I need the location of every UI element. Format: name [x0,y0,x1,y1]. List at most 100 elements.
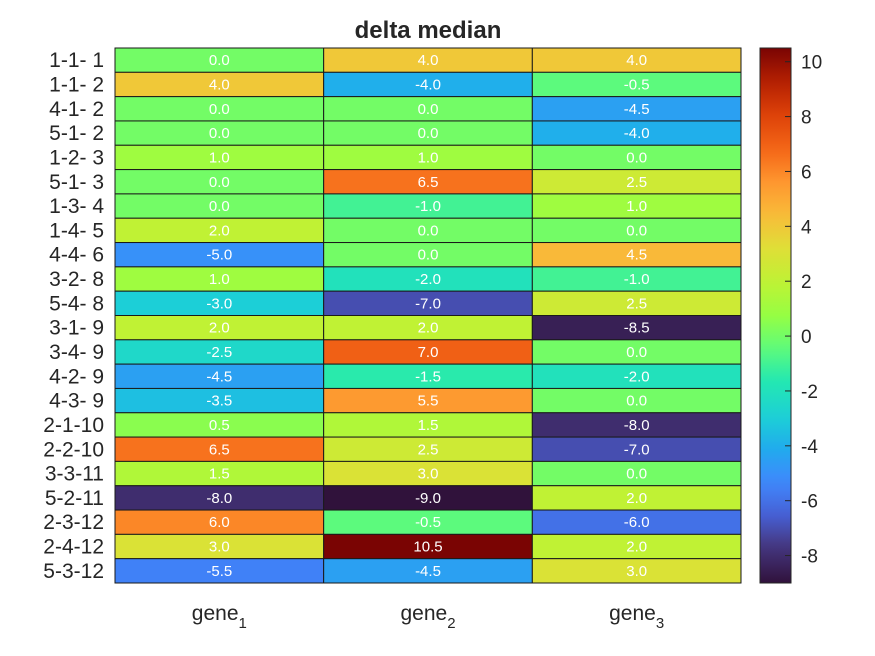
row-label: 2-2-10 [43,438,104,461]
cell-value-label: -1.0 [415,198,441,215]
cell-value-label: -5.0 [206,247,232,264]
cell-value-label: 4.0 [418,52,439,69]
cell-value-label: 0.5 [209,417,230,434]
cell-value-label: -8.5 [624,320,650,337]
heatmap-cell [531,460,742,487]
row-label: 3-2- 8 [49,268,104,291]
colorbar-tick-label: 10 [801,53,822,74]
heatmap-cell [531,436,742,462]
heatmap-cell [323,193,533,219]
cell-value-label: -9.0 [415,490,441,507]
cell-value-label: -2.0 [624,368,650,385]
heatmap-cell [531,71,742,98]
heatmap-cell [531,266,742,292]
cell-value-label: 2.5 [626,174,647,191]
heatmap-cell [114,193,325,219]
heatmap-cell [114,339,325,365]
cell-value-label: 0.0 [209,52,230,69]
cell-value-label: 3.0 [418,466,439,483]
cell-value-label: 5.5 [418,393,439,410]
cell-value-label: 0.0 [626,466,647,483]
heatmap-cell [323,485,533,511]
cell-value-label: 10.5 [413,539,442,556]
cell-value-label: 0.0 [626,222,647,239]
cell-value-label: 0.0 [626,393,647,410]
cell-value-label: -5.5 [206,563,232,580]
heatmap-cell [114,169,325,195]
cell-value-label: -7.0 [415,295,441,312]
row-label: 3-4- 9 [49,341,104,364]
colorbar-tick-label: -8 [801,547,818,568]
cell-value-label: 0.0 [418,101,439,118]
row-label: 4-3- 9 [49,390,104,413]
cell-value-label: -4.0 [624,125,650,142]
colorbar-tick-label: 8 [801,108,812,129]
cell-value-label: 4.0 [209,76,230,93]
row-label: 5-2-11 [45,487,104,510]
heatmap-cell [114,558,325,584]
cell-value-label: 1.0 [209,149,230,166]
cell-value-label: 0.0 [626,149,647,166]
heatmap-cell [114,266,325,292]
cell-value-label: 0.0 [209,125,230,142]
cell-value-label: 2.0 [209,320,230,337]
row-label: 3-3-11 [45,463,104,486]
cell-value-label: 0.0 [418,125,439,142]
cell-value-label: 3.0 [626,563,647,580]
heatmap-cell [323,412,533,438]
cell-value-label: 1.5 [418,417,439,434]
row-label: 2-3-12 [43,511,104,534]
row-labels: 1-1- 11-1- 24-1- 25-1- 21-2- 35-1- 31-3-… [43,49,104,583]
heatmap-cell [531,558,742,584]
heatmap-cell [531,193,742,219]
cell-value-label: 0.0 [418,222,439,239]
heatmap-cell [114,47,325,73]
heatmap-cell [323,460,533,487]
heatmap-cell [531,120,742,146]
cell-value-label: -6.0 [624,514,650,531]
cell-value-label: 2.0 [418,320,439,337]
cell-value-label: 1.0 [626,198,647,215]
cell-value-label: -3.5 [206,393,232,410]
cell-value-label: -3.0 [206,295,232,312]
heatmap-cell [531,387,742,414]
heatmap-cell [323,509,533,535]
colorbar-tick-label: 2 [801,272,812,293]
row-label: 1-1- 2 [49,73,104,96]
heatmap-cell [114,120,325,146]
cell-value-label: 2.5 [626,295,647,312]
cell-value-label: -0.5 [624,76,650,93]
row-label: 5-1- 2 [49,122,104,145]
heatmap-cell [323,266,533,292]
heatmap-cells: 0.0 4.0 4.0 4.0 -4.0 -0.5 0.0 0.0 -4.5 0.0 0.0 -4.0… [114,47,742,584]
cell-value-label: 6.5 [209,441,230,458]
cell-value-label: 4.0 [626,52,647,69]
cell-value-label: -8.0 [624,417,650,434]
heatmap-cell [531,217,742,244]
cell-value-label: -4.5 [415,563,441,580]
heatmap-cell [531,290,742,317]
column-label: gene1 [192,602,247,632]
heatmap-cell [114,217,325,244]
colorbar: 10 8 6 4 2 0 -2 -4 -6 -8 [759,47,822,584]
cell-value-label: -4.0 [415,76,441,93]
heatmap-cell [114,436,325,462]
heatmap-cell [323,47,533,73]
cell-value-label: 2.5 [418,441,439,458]
heatmap-cell [531,169,742,195]
heatmap-cell [114,387,325,414]
cell-value-label: -0.5 [415,514,441,531]
cell-value-label: -4.5 [624,101,650,118]
cell-value-label: 6.0 [209,514,230,531]
cell-value-label: -8.0 [206,490,232,507]
row-label: 1-3- 4 [49,195,104,218]
cell-value-label: 0.0 [418,247,439,264]
cell-value-label: 2.0 [209,222,230,239]
colorbar-tick-label: -2 [801,382,818,403]
chart-title: delta median [355,17,502,44]
cell-value-label: -1.0 [624,271,650,288]
cell-value-label: 1.0 [418,149,439,166]
row-label: 1-1- 1 [49,49,104,72]
heatmap-cell [323,436,533,462]
